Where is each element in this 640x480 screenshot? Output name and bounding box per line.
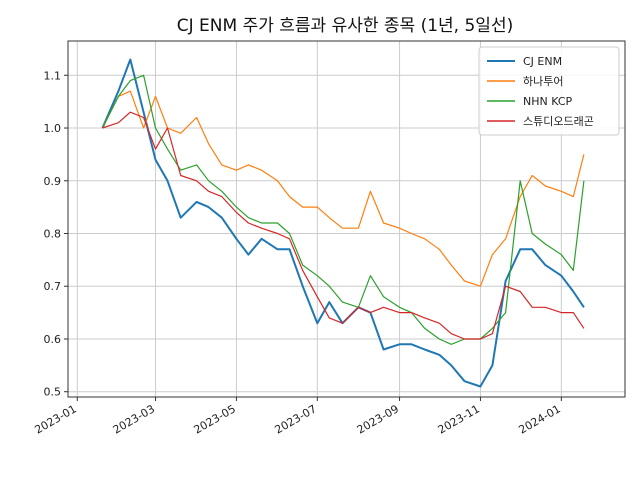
y-axis: 0.5 0.6 0.7 0.8 0.9 1.0 1.1 [44, 69, 68, 399]
x-tick-label: 2023-09 [355, 402, 401, 436]
chart-title: CJ ENM 주가 흐름과 유사한 종목 (1년, 5일선) [177, 16, 513, 36]
x-tick-label: 2023-03 [111, 402, 157, 436]
legend-box [478, 46, 620, 136]
y-tick-label: 0.7 [44, 280, 62, 293]
x-tick-label: 2023-01 [32, 402, 78, 436]
series-line [101, 90, 585, 287]
legend-label: CJ ENM [523, 55, 562, 68]
x-axis: 2023-01 2023-03 2023-05 2023-07 2023-09 2023-… [32, 397, 563, 437]
y-tick-label: 0.5 [44, 386, 62, 399]
y-tick-label: 1.1 [44, 69, 62, 82]
legend-label: NHN KCP [523, 95, 573, 108]
series-line [102, 111, 585, 340]
x-tick-label: 2024-01 [517, 402, 563, 436]
y-tick-label: 1.0 [44, 122, 62, 135]
legend-label: 하나투어 [523, 74, 563, 88]
plot-area [67, 40, 626, 398]
x-tick-label: 2023-07 [273, 402, 319, 436]
grid [68, 41, 625, 397]
x-tick-label: 2023-05 [192, 402, 238, 436]
legend: CJ ENM 하나투어 NHN KCP 스튜디오드래곤 [478, 46, 620, 136]
y-tick-label: 0.6 [44, 333, 62, 346]
legend-label: 스튜디오드래곤 [523, 115, 594, 128]
series-lines [101, 58, 585, 388]
y-tick-label: 0.9 [44, 175, 62, 188]
series-line [101, 74, 585, 345]
y-tick-label: 0.8 [44, 228, 62, 241]
x-tick-label: 2023-11 [436, 402, 482, 436]
